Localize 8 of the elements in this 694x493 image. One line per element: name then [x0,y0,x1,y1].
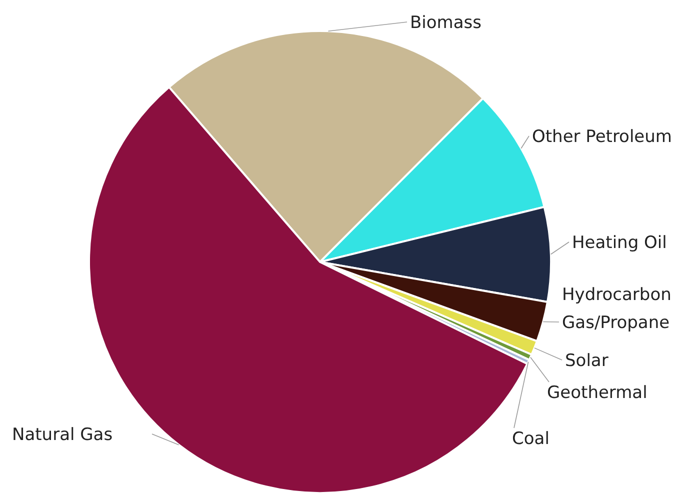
slice-label: Solar [565,351,608,371]
slice-label: Biomass [410,13,482,33]
slice-label: Geothermal [547,383,648,403]
slice-label: Natural Gas [12,425,113,445]
slice-label: Heating Oil [572,233,667,253]
slice-label: Hydrocarbon Gas/Propane [562,285,672,333]
slice-label: Other Petroleum [532,127,672,147]
slice-label: Coal [512,429,550,449]
